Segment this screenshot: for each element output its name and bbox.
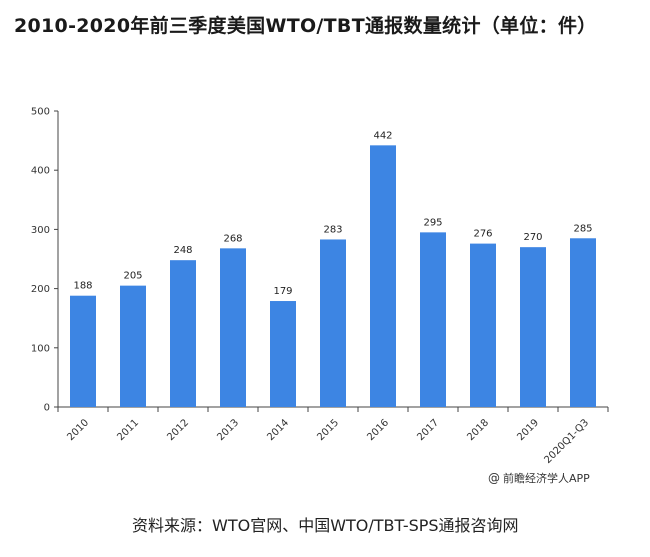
at-icon: @ bbox=[488, 471, 500, 485]
x-tick-label: 2016 bbox=[365, 417, 391, 443]
data-label-2018: 276 bbox=[473, 229, 492, 240]
y-tick-label: 200 bbox=[31, 284, 50, 295]
x-tick-label: 2012 bbox=[165, 417, 191, 443]
bar-2012 bbox=[170, 260, 196, 407]
bar-2015 bbox=[320, 239, 346, 407]
source-note: 资料来源：WTO官网、中国WTO/TBT-SPS通报咨询网 bbox=[132, 516, 519, 535]
bar-2010 bbox=[70, 295, 96, 407]
bar-2013 bbox=[220, 248, 246, 407]
x-tick-label: 2014 bbox=[265, 417, 291, 443]
data-label-2017: 295 bbox=[423, 217, 442, 228]
y-tick-label: 300 bbox=[31, 225, 50, 236]
bar-2018 bbox=[470, 243, 496, 407]
data-labels: 188 205 248 268 179 283 442 295 276 270 285 bbox=[73, 130, 592, 297]
data-label-2010: 188 bbox=[73, 281, 92, 292]
data-label-2012: 248 bbox=[173, 245, 192, 256]
bar-2019 bbox=[520, 247, 546, 407]
y-tick-label: 400 bbox=[31, 166, 50, 177]
x-tick-label: 2010 bbox=[65, 417, 91, 443]
x-tick-label: 2020Q1-Q3 bbox=[542, 417, 591, 466]
x-tick-label: 2015 bbox=[315, 417, 341, 443]
data-label-2014: 179 bbox=[273, 286, 292, 297]
y-tick-label: 100 bbox=[31, 343, 50, 354]
data-label-2015: 283 bbox=[323, 224, 342, 235]
x-tick-label: 2017 bbox=[415, 417, 441, 443]
bar-2014 bbox=[270, 301, 296, 407]
y-tick-label: 0 bbox=[44, 403, 50, 414]
bar-2011 bbox=[120, 285, 146, 407]
credit-text: 前瞻经济学人APP bbox=[503, 472, 590, 485]
x-tick-label: 2019 bbox=[515, 417, 541, 443]
credit: @ 前瞻经济学人APP bbox=[488, 470, 590, 486]
data-label-2019: 270 bbox=[523, 232, 542, 243]
x-axis: 2010 2011 2012 2013 2014 2015 2016 2017 2018 2019… bbox=[57, 406, 609, 466]
x-tick-label: 2011 bbox=[115, 417, 141, 443]
bar-2016 bbox=[370, 145, 396, 407]
data-label-2016: 442 bbox=[373, 130, 392, 141]
bar-2020Q1-Q3 bbox=[570, 238, 596, 407]
bar-2017 bbox=[420, 232, 446, 407]
chart-title: 2010-2020年前三季度美国WTO/TBT通报数量统计（单位：件） bbox=[14, 15, 597, 37]
y-tick-label: 500 bbox=[31, 107, 50, 118]
data-label-2013: 268 bbox=[223, 233, 242, 244]
x-tick-label: 2013 bbox=[215, 417, 241, 443]
data-label-2020Q1-Q3: 285 bbox=[573, 223, 592, 234]
x-tick-label: 2018 bbox=[465, 417, 491, 443]
bars bbox=[70, 145, 596, 407]
data-label-2011: 205 bbox=[123, 271, 142, 282]
y-axis: 0 100 200 300 400 500 bbox=[31, 107, 59, 414]
